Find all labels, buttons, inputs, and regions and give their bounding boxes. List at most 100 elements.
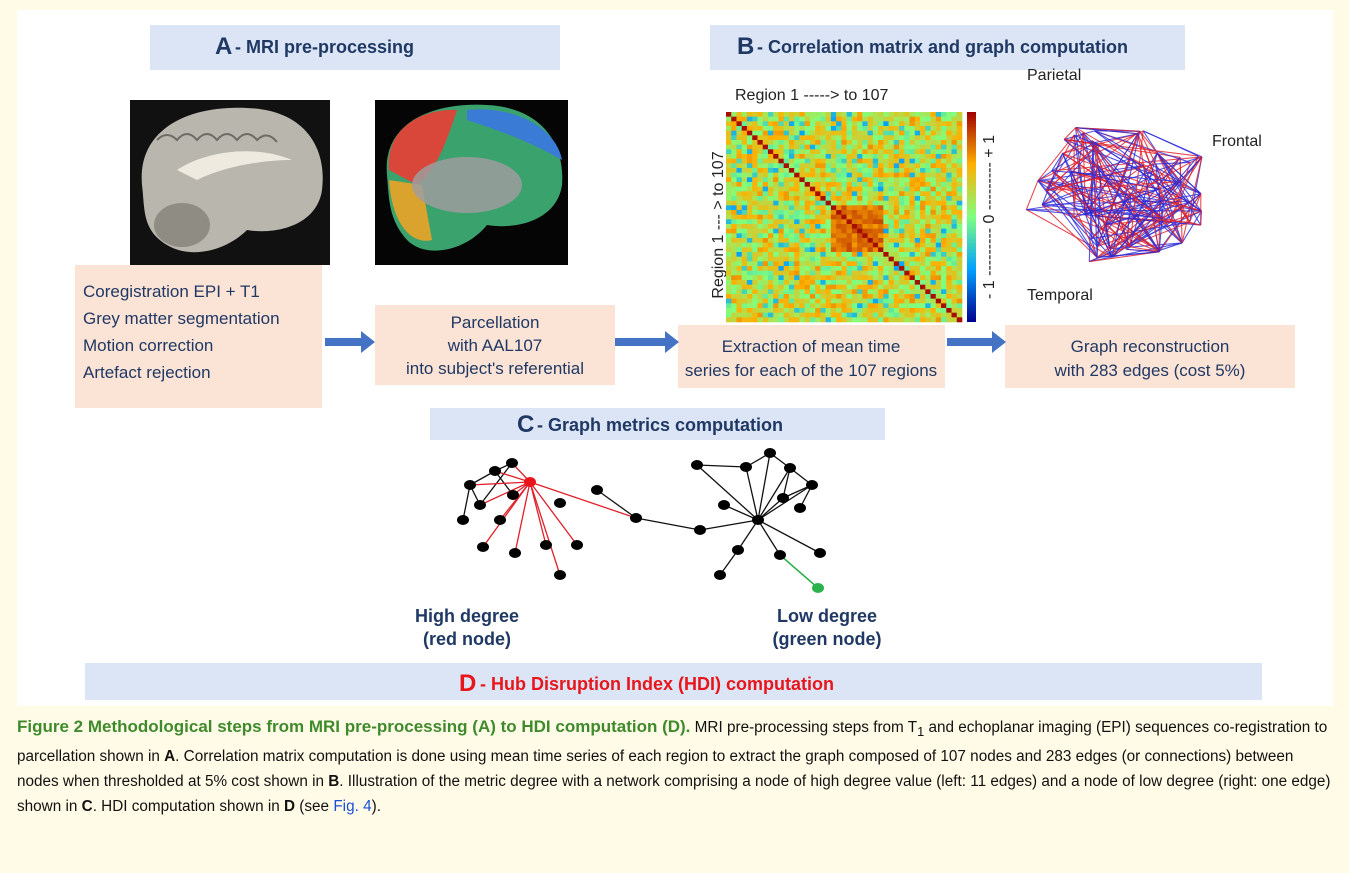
network-edge	[529, 481, 547, 546]
matrix-cell	[904, 256, 910, 262]
matrix-cell	[951, 130, 958, 136]
matrix-cell	[883, 144, 889, 150]
matrix-cell	[836, 196, 842, 201]
matrix-cell	[757, 200, 764, 206]
matrix-cell	[862, 154, 868, 159]
matrix-cell	[731, 121, 737, 127]
matrix-cell	[830, 149, 837, 155]
matrix-cell	[920, 312, 926, 318]
matrix-cell	[956, 158, 963, 164]
matrix-cell	[846, 182, 853, 187]
box-text: with 283 edges (cost 5%)	[1054, 361, 1246, 380]
matrix-cell	[925, 266, 931, 271]
matrix-cell	[820, 252, 826, 257]
matrix-cell	[804, 116, 811, 122]
matrix-cell	[773, 289, 779, 295]
matrix-cell	[946, 294, 952, 299]
matrix-cell	[726, 168, 732, 173]
matrix-cell	[935, 182, 942, 187]
matrix-cell	[914, 242, 921, 248]
matrix-cell	[799, 130, 805, 136]
matrix-cell	[899, 242, 905, 248]
matrix-cell	[904, 233, 910, 239]
matrix-cell	[862, 177, 868, 183]
matrix-cell	[799, 261, 805, 267]
matrix-cell	[726, 163, 732, 169]
matrix-cell	[820, 121, 826, 127]
graph-edge	[1163, 193, 1201, 202]
matrix-cell	[883, 154, 889, 159]
matrix-cell	[920, 191, 926, 197]
matrix-cell	[836, 233, 842, 239]
step-box	[678, 325, 945, 388]
matrix-cell	[762, 191, 769, 197]
matrix-cell	[888, 149, 895, 155]
matrix-cell	[888, 317, 895, 323]
matrix-cell	[888, 200, 895, 206]
matrix-cell	[888, 214, 895, 220]
matrix-cell	[914, 200, 921, 206]
matrix-cell	[836, 191, 842, 197]
matrix-cell	[736, 205, 743, 211]
matrix-cell	[899, 303, 905, 309]
matrix-cell	[872, 275, 879, 281]
graph-edge	[1075, 127, 1156, 175]
matrix-cell	[857, 168, 863, 173]
matrix-cell	[836, 298, 842, 304]
matrix-cell	[862, 261, 868, 267]
matrix-cell	[794, 284, 800, 290]
matrix-cell	[746, 256, 753, 262]
figure-link[interactable]: Fig. 4	[333, 798, 372, 816]
matrix-cell	[752, 242, 758, 248]
matrix-cell	[893, 196, 900, 201]
matrix-cell	[930, 266, 937, 271]
matrix-cell	[883, 275, 889, 281]
matrix-cell	[925, 317, 931, 323]
matrix-cell	[956, 214, 963, 220]
matrix-cell	[825, 186, 832, 192]
matrix-cell	[956, 228, 963, 234]
matrix-cell	[899, 126, 905, 131]
matrix-cell	[736, 238, 743, 243]
matrix-cell	[741, 284, 748, 290]
matrix-cell	[920, 121, 926, 127]
matrix-cell	[830, 280, 837, 285]
matrix-cell	[883, 280, 889, 285]
matrix-cell	[862, 298, 868, 304]
matrix-cell	[778, 303, 784, 309]
matrix-cell	[746, 163, 753, 169]
matrix-cell	[914, 266, 921, 271]
matrix-cell	[773, 312, 779, 318]
matrix-cell	[820, 228, 826, 234]
matrix-cell	[935, 172, 942, 178]
matrix-cell	[825, 130, 832, 136]
matrix-cell	[752, 182, 758, 187]
matrix-cell	[836, 149, 842, 155]
matrix-cell	[851, 228, 858, 234]
matrix-cell	[951, 140, 958, 145]
matrix-cell	[783, 252, 790, 257]
matrix-cell	[762, 256, 769, 262]
matrix-cell	[857, 196, 863, 201]
matrix-cell	[794, 130, 800, 136]
matrix-cell	[899, 317, 905, 323]
graph-edge	[1073, 134, 1144, 167]
matrix-cell	[925, 154, 931, 159]
matrix-cell	[778, 256, 784, 262]
matrix-cell	[815, 214, 821, 220]
matrix-cell	[841, 284, 847, 290]
matrix-cell	[941, 196, 947, 201]
graph-edge	[1190, 156, 1203, 163]
matrix-cell	[846, 219, 853, 225]
matrix-cell	[746, 308, 753, 313]
graph-edge	[1084, 164, 1099, 215]
matrix-cell	[914, 116, 921, 122]
matrix-cell	[731, 126, 737, 131]
matrix-cell	[935, 280, 942, 285]
matrix-cell	[846, 116, 853, 122]
panel-letter: C	[517, 411, 534, 438]
matrix-cell	[930, 135, 937, 141]
matrix-cell	[762, 121, 769, 127]
matrix-cell	[851, 224, 858, 229]
matrix-cell	[899, 233, 905, 239]
